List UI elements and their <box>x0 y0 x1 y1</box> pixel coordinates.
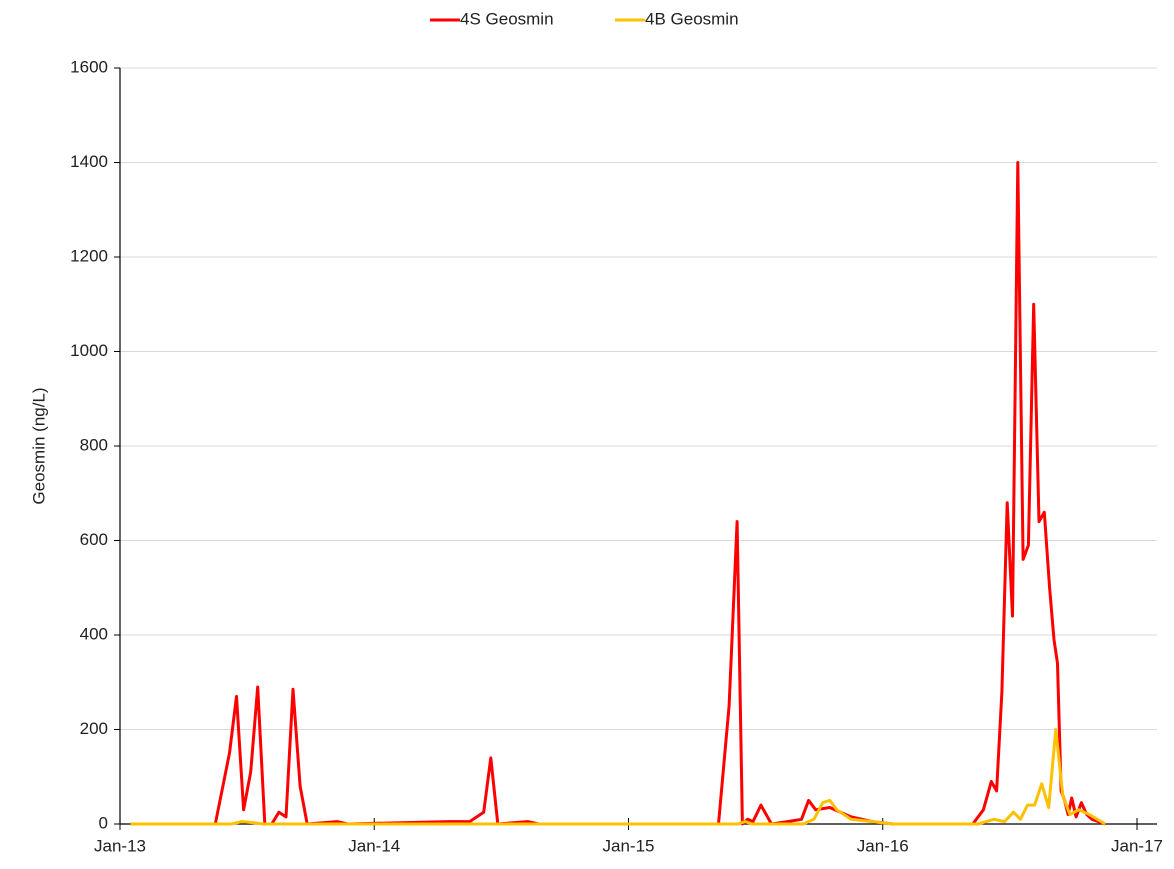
y-axis-label: Geosmin (ng/L) <box>29 387 48 504</box>
y-tick-label: 1400 <box>70 152 108 171</box>
y-tick-label: 1000 <box>70 341 108 360</box>
y-tick-label: 600 <box>80 530 108 549</box>
x-tick-label: Jan-13 <box>94 836 146 855</box>
x-tick-label: Jan-17 <box>1111 836 1163 855</box>
x-tick-label: Jan-14 <box>348 836 400 855</box>
x-tick-label: Jan-15 <box>603 836 655 855</box>
legend-label: 4S Geosmin <box>460 9 554 28</box>
data-line <box>130 161 1106 826</box>
y-tick-label: 800 <box>80 435 108 454</box>
x-tick-label: Jan-16 <box>857 836 909 855</box>
y-tick-label: 200 <box>80 719 108 738</box>
legend-label: 4B Geosmin <box>645 9 739 28</box>
y-tick-label: 400 <box>80 624 108 643</box>
y-tick-label: 1600 <box>70 57 108 76</box>
y-tick-label: 0 <box>99 813 108 832</box>
y-tick-label: 1200 <box>70 246 108 265</box>
data-line <box>130 728 1106 826</box>
